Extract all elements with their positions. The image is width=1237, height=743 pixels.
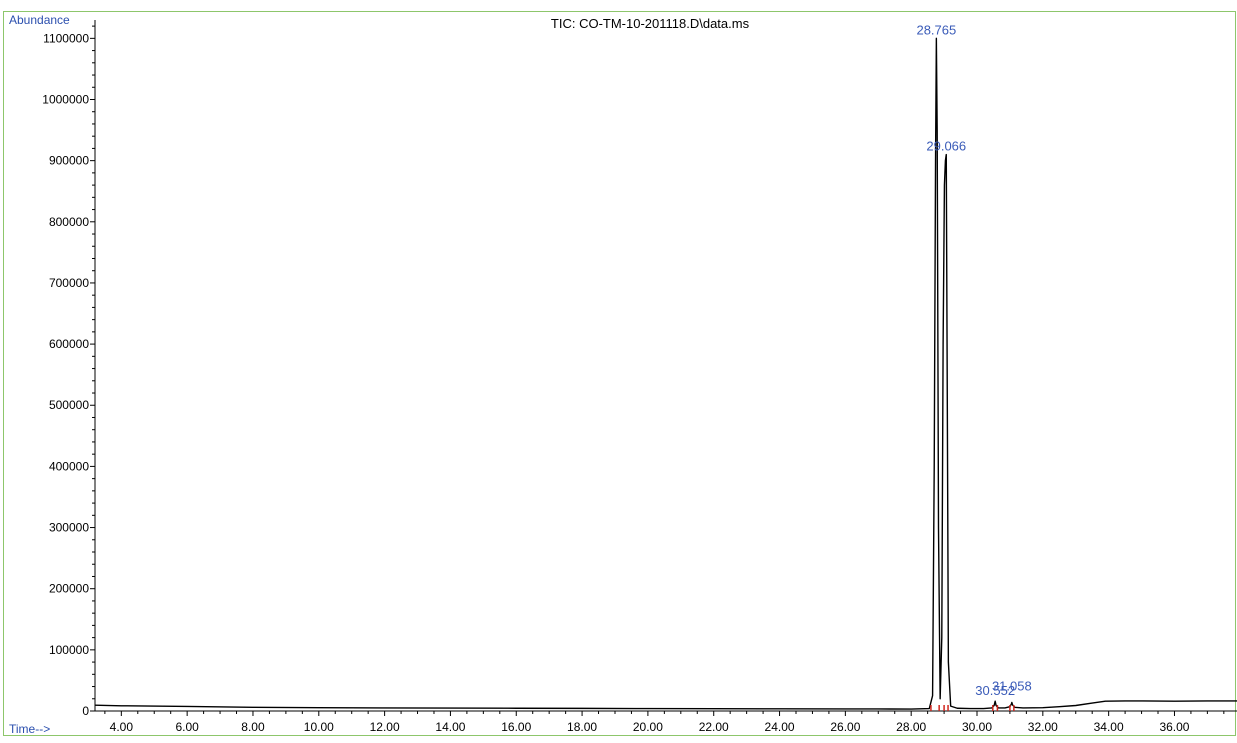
x-tick-label: 34.00 <box>1094 720 1124 734</box>
peak-label: 29.066 <box>926 139 966 154</box>
y-tick-label: 100000 <box>49 643 89 657</box>
y-tick-label: 700000 <box>49 276 89 290</box>
x-tick-label: 14.00 <box>435 720 465 734</box>
x-tick-label: 26.00 <box>830 720 860 734</box>
y-axis-title: Abundance <box>9 13 70 27</box>
x-tick-label: 8.00 <box>241 720 265 734</box>
x-tick-label: 30.00 <box>962 720 992 734</box>
y-tick-label: 500000 <box>49 398 89 412</box>
x-tick-label: 22.00 <box>699 720 729 734</box>
y-tick-label: 400000 <box>49 459 89 473</box>
x-tick-label: 18.00 <box>567 720 597 734</box>
y-tick-label: 1100000 <box>43 31 89 45</box>
series-layer <box>94 37 1237 710</box>
baseline-markers <box>930 705 1015 711</box>
peak-label: 30.552 <box>975 683 1015 698</box>
peak-label: 31.058 <box>992 678 1032 693</box>
x-tick-label: 36.00 <box>1159 720 1189 734</box>
x-tick-label: 10.00 <box>304 720 334 734</box>
peak-label: 28.765 <box>916 22 956 37</box>
y-tick-label: 0 <box>82 704 89 718</box>
y-tick-label: 900000 <box>49 154 89 168</box>
x-ticks: 4.00 6.00 8.00 10.00 12.00 14.00 16.00 18.00 20.… <box>104 711 1225 734</box>
plot-frame <box>3 11 1236 736</box>
x-tick-label: 28.00 <box>896 720 926 734</box>
y-tick-label: 800000 <box>49 215 89 229</box>
x-tick-label: 16.00 <box>501 720 531 734</box>
x-tick-label: 4.00 <box>110 720 134 734</box>
axes <box>94 20 1237 712</box>
chart-title: TIC: CO-TM-10-201118.D\data.ms <box>551 16 750 31</box>
tic-trace <box>94 37 1237 710</box>
x-tick-label: 12.00 <box>370 720 400 734</box>
y-tick-label: 200000 <box>49 582 89 596</box>
x-tick-label: 24.00 <box>765 720 795 734</box>
y-tick-label: 600000 <box>49 337 89 351</box>
y-ticks: 0 100000 200000 300000 400000 500000 600000 700… <box>42 25 95 718</box>
y-tick-label: 1000000 <box>42 92 89 106</box>
x-tick-label: 6.00 <box>175 720 199 734</box>
y-tick-label: 300000 <box>49 521 89 535</box>
x-axis-title: Time--> <box>9 722 50 736</box>
x-tick-label: 20.00 <box>633 720 663 734</box>
x-tick-label: 32.00 <box>1028 720 1058 734</box>
